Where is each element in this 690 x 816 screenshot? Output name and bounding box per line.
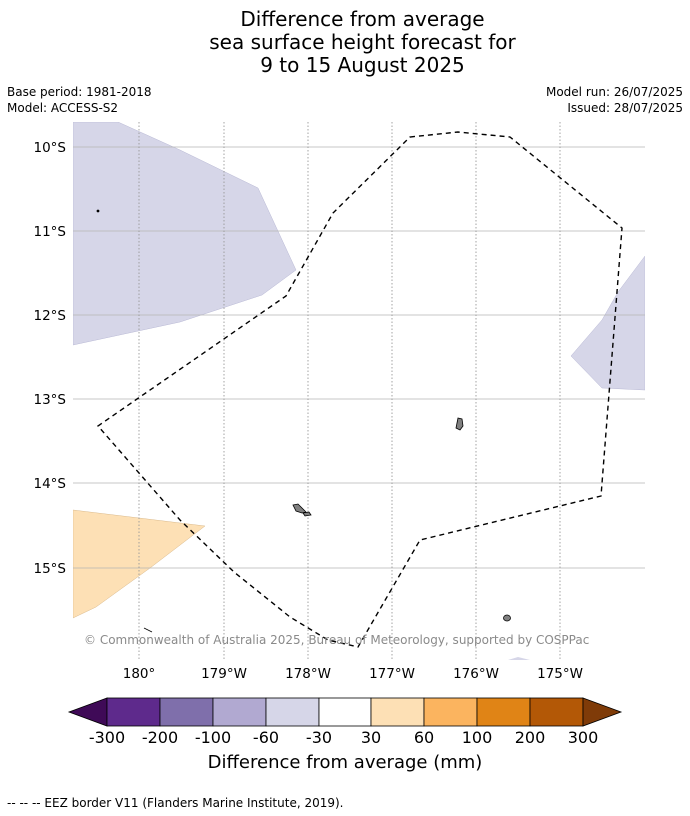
map-title: Difference from average sea surface heig… bbox=[0, 8, 690, 77]
lon-label-175w: 175°W bbox=[537, 666, 583, 682]
lon-label-178w: 178°W bbox=[285, 666, 331, 682]
colorbar-tick: 30 bbox=[360, 728, 382, 747]
base-period: Base period: 1981-2018 bbox=[7, 85, 152, 99]
colorbar-tick: 200 bbox=[514, 728, 546, 747]
lon-label-177w: 177°W bbox=[369, 666, 415, 682]
longitude-gridlines bbox=[138, 122, 561, 660]
title-line-3: 9 to 15 August 2025 bbox=[260, 53, 465, 77]
island-southwest-coast bbox=[143, 627, 153, 633]
meta-right: Model run: 26/07/2025 Issued: 28/07/2025 bbox=[546, 84, 683, 116]
lat-label-11s: 11°S bbox=[34, 224, 67, 240]
lat-label-14s: 14°S bbox=[34, 476, 67, 492]
islands bbox=[96, 209, 511, 633]
lat-label-10s: 10°S bbox=[34, 140, 67, 156]
island-tutuila bbox=[455, 417, 464, 431]
lat-label-12s: 12°S bbox=[34, 308, 67, 324]
eez-footnote: -- -- -- EEZ border V11 (Flanders Marine… bbox=[7, 796, 344, 810]
lon-label-180: 180° bbox=[123, 666, 156, 682]
colorbar-tick: -200 bbox=[141, 728, 179, 747]
lon-label-176w: 176°W bbox=[453, 666, 499, 682]
colorbar-segment-1 bbox=[106, 697, 161, 727]
colorbar-segment-6 bbox=[370, 697, 425, 727]
colorbar-tick: -30 bbox=[305, 728, 333, 747]
colorbar-tick: 60 bbox=[413, 728, 435, 747]
eez-border bbox=[96, 131, 623, 648]
latitude-gridlines bbox=[73, 146, 645, 569]
lat-label-15s: 15°S bbox=[34, 561, 67, 577]
title-line-2: sea surface height forecast for bbox=[209, 30, 516, 54]
colorbar bbox=[67, 697, 623, 727]
colorbar-tick: -60 bbox=[252, 728, 280, 747]
colorbar-segment-5 bbox=[318, 697, 372, 727]
meta-left: Base period: 1981-2018 Model: ACCESS-S2 bbox=[7, 84, 152, 116]
colorbar-label: Difference from average (mm) bbox=[207, 752, 483, 773]
anomaly-patch-negative-nw bbox=[73, 122, 297, 346]
anomaly-patch-negative-south bbox=[508, 657, 530, 660]
colorbar-tick: -100 bbox=[194, 728, 232, 747]
colorbar-segment-2 bbox=[159, 697, 214, 727]
lat-label-13s: 13°S bbox=[34, 392, 67, 408]
colorbar-tick: 100 bbox=[461, 728, 493, 747]
colorbar-segment-3 bbox=[212, 697, 267, 727]
colorbar-segment-9 bbox=[529, 697, 584, 727]
copyright-notice: © Commonwealth of Australia 2025, Bureau… bbox=[84, 633, 590, 647]
anomaly-patch-negative-east bbox=[570, 255, 645, 391]
island-upolu bbox=[292, 503, 307, 514]
model-run: Model run: 26/07/2025 bbox=[545, 85, 683, 99]
colorbar-segment-4 bbox=[265, 697, 320, 727]
lon-label-179w: 179°W bbox=[201, 666, 247, 682]
latitude-labels: 10°S 11°S 12°S 13°S 14°S 15°S bbox=[34, 140, 67, 577]
island-tiny-north bbox=[96, 209, 100, 213]
title-line-1: Difference from average bbox=[240, 7, 485, 31]
island-small-west bbox=[302, 511, 312, 517]
model-name: Model: ACCESS-S2 bbox=[7, 101, 119, 115]
colorbar-segment-7 bbox=[423, 697, 478, 727]
colorbar-tick: -300 bbox=[88, 728, 126, 747]
issued-date: Issued: 28/07/2025 bbox=[567, 101, 683, 115]
island-southeast bbox=[503, 614, 511, 622]
longitude-labels: 180° 179°W 178°W 177°W 176°W 175°W bbox=[123, 666, 583, 682]
colorbar-segment-8 bbox=[476, 697, 531, 727]
map-area bbox=[73, 122, 645, 660]
colorbar-extend-low bbox=[67, 697, 108, 727]
colorbar-extend-high bbox=[582, 697, 623, 727]
colorbar-tick: 300 bbox=[567, 728, 599, 747]
